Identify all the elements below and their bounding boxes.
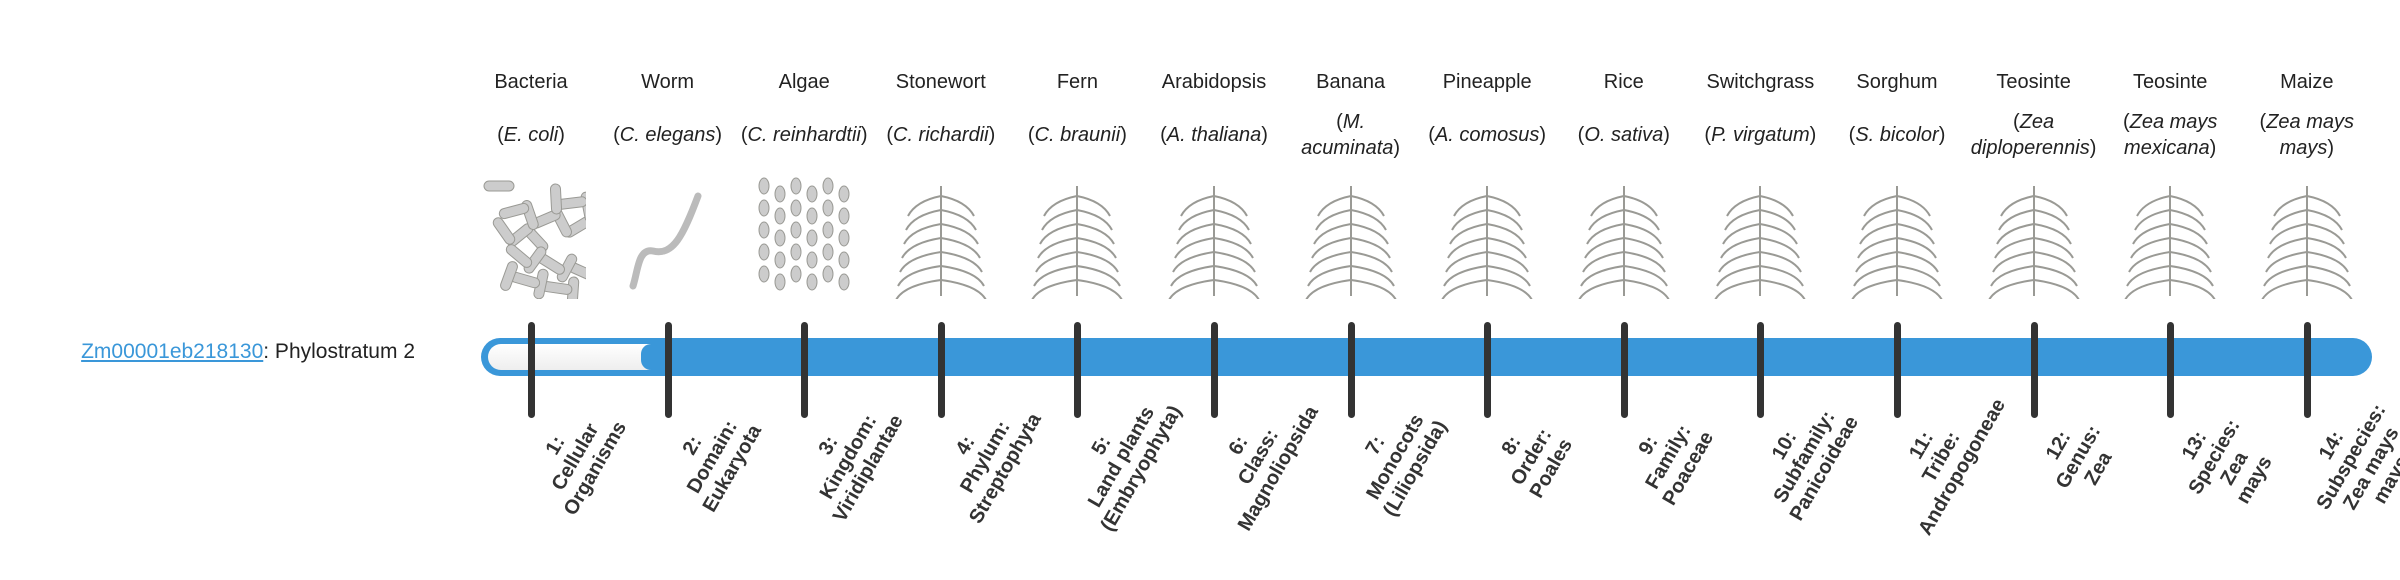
organism-column: Teosinte (Zea mays mexicana) — [2102, 60, 2238, 299]
organism-common-name: Stonewort — [895, 71, 986, 93]
organism-common-name: Pineapple — [1442, 71, 1532, 93]
stratum-tick — [1347, 322, 1355, 418]
organism-column: Rice (O. sativa) — [1556, 60, 1692, 299]
switchgrass-image — [1692, 176, 1828, 299]
organism-common-name: Worm — [641, 71, 695, 93]
teosinte-image — [1966, 176, 2102, 299]
organism-common-name: Teosinte — [1996, 71, 2071, 93]
stratum-tick — [2167, 322, 2175, 418]
organism-common-name: Rice — [1603, 71, 1644, 93]
stratum-tick — [801, 322, 809, 418]
maize-image — [2239, 176, 2375, 299]
organism-column: Sorghum (S. bicolor) — [1829, 60, 1965, 299]
gene-label: Zm00001eb218130: Phylostratum 2 — [81, 340, 415, 364]
stratum-tick — [1894, 322, 1901, 418]
fern-image — [1009, 176, 1145, 299]
organism-column: Stonewort (C. richardii) — [873, 60, 1009, 299]
organism-common-name: Switchgrass — [1706, 71, 1815, 93]
sorghum-image — [1829, 176, 1965, 299]
organism-column: Maize (Zea mays mays) — [2239, 60, 2375, 299]
phylostratum-bar-fill — [488, 344, 661, 370]
organism-species: (Zea mays mexicana) — [2122, 111, 2218, 159]
banana-image — [1283, 176, 1419, 299]
organism-column: Switchgrass (P. virgatum) — [1692, 60, 1828, 299]
stratum-tick — [1620, 322, 1628, 418]
organism-species: (E. coli) — [497, 124, 565, 146]
teosinte-image — [2102, 176, 2238, 299]
stratum-label: 14: Subspecies: Zea mays mays — [2312, 400, 2400, 514]
organism-column: Banana (M. acuminata) — [1283, 60, 1419, 299]
stratum-tick — [664, 322, 672, 418]
organism-species: (S. bicolor) — [1848, 124, 1946, 146]
organism-species: (C. elegans) — [613, 124, 723, 146]
organism-column: Worm (C. elegans) — [600, 60, 736, 299]
rice-image — [1556, 176, 1692, 299]
organism-species: (A. comosus) — [1428, 124, 1547, 146]
organism-common-name: Banana — [1316, 71, 1386, 93]
organism-common-name: Arabidopsis — [1161, 71, 1267, 93]
organism-species: (M. acuminata) — [1301, 111, 1401, 159]
organism-species: (C. richardii) — [886, 124, 996, 146]
organism-common-name: Fern — [1056, 71, 1098, 93]
stratum-tick — [528, 322, 535, 418]
arabidopsis-image — [1146, 176, 1282, 299]
worm-image — [600, 176, 736, 299]
stratum-tick — [2303, 322, 2311, 418]
stonewort-image — [873, 176, 1009, 299]
organism-column: Algae (C. reinhardtii) — [736, 60, 872, 299]
bacteria-image — [463, 176, 599, 299]
organism-column: Teosinte (Zea diploperennis) — [1966, 60, 2102, 299]
organism-species: (C. reinhardtii) — [740, 124, 868, 146]
organism-species: (P. virgatum) — [1704, 124, 1817, 146]
organism-column: Fern (C. braunii) — [1009, 60, 1145, 299]
organism-common-name: Algae — [778, 71, 830, 93]
organism-common-name: Maize — [2280, 71, 2334, 93]
organism-column: Bacteria (E. coli) — [463, 60, 599, 299]
phylostratum-bar — [481, 338, 2372, 376]
stratum-tick — [1074, 322, 1082, 418]
gene-link[interactable]: Zm00001eb218130 — [81, 340, 264, 363]
algae-image — [736, 176, 872, 299]
stratum-tick — [1757, 322, 1765, 418]
pineapple-image — [1419, 176, 1555, 299]
organism-species: (C. braunii) — [1027, 124, 1127, 146]
organism-species: (O. sativa) — [1577, 124, 1670, 146]
organism-species: (A. thaliana) — [1160, 124, 1268, 146]
organism-species: (Zea diploperennis) — [1970, 111, 2097, 159]
organism-species: (Zea mays mays) — [2259, 111, 2355, 159]
organism-column: Pineapple (A. comosus) — [1419, 60, 1555, 299]
organism-common-name: Bacteria — [494, 71, 568, 93]
organism-common-name: Teosinte — [2132, 71, 2208, 93]
phylostratum-text: : Phylostratum 2 — [263, 340, 415, 363]
stratum-tick — [1211, 322, 1218, 418]
organism-column: Arabidopsis (A. thaliana) — [1146, 60, 1282, 299]
stratum-tick — [2030, 322, 2038, 418]
stratum-tick — [1484, 322, 1492, 418]
stratum-tick — [937, 322, 945, 418]
organism-common-name: Sorghum — [1856, 71, 1938, 93]
